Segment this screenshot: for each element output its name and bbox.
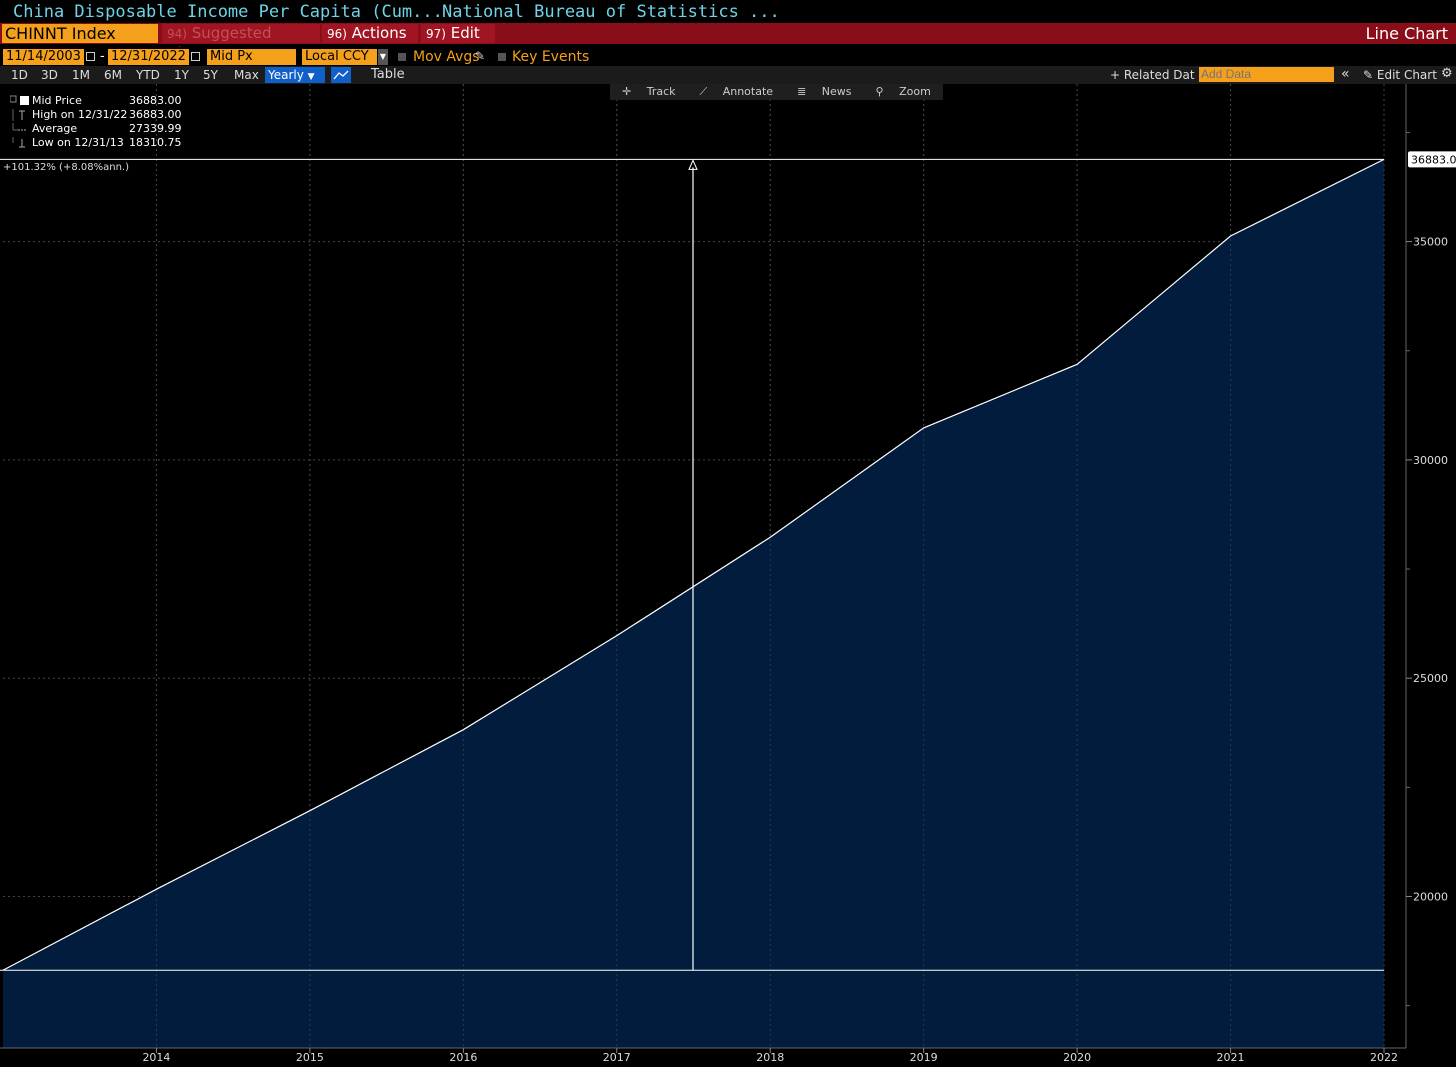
legend-avg-value: 27339.99 xyxy=(129,122,182,135)
range-6m[interactable]: 6M xyxy=(104,68,122,82)
annotate-tool[interactable]: ⟋ Annotate xyxy=(688,84,786,100)
parameters-bar: 11/14/2003 - 12/31/2022 Mid Px Local CCY… xyxy=(0,47,1456,66)
annotate-icon: ⟋ xyxy=(699,85,708,98)
actions-number: 96) xyxy=(327,27,347,41)
chart-type-label[interactable]: Line Chart xyxy=(1365,24,1448,43)
edit-number: 97) xyxy=(426,27,446,41)
suggested-charts-number: 94) xyxy=(167,27,187,41)
mov-avgs-checkbox[interactable] xyxy=(398,53,406,61)
x-tick-label: 2019 xyxy=(910,1051,938,1064)
x-tick-label: 2014 xyxy=(142,1051,170,1064)
legend-mid-label: Mid Price xyxy=(32,94,82,107)
x-tick-label: 2016 xyxy=(449,1051,477,1064)
double-chevron-left-icon[interactable]: « xyxy=(1341,66,1350,82)
range-1m[interactable]: 1M xyxy=(72,68,90,82)
calendar-icon[interactable] xyxy=(86,52,95,61)
actions-button[interactable]: 96) Actions ▼ xyxy=(322,24,418,61)
y-tick-label: 20000 xyxy=(1413,891,1448,904)
income-area-chart[interactable]: 20000 25000 30000 35000 36883.00 2014 2015 2016… xyxy=(0,84,1456,1067)
range-1d[interactable]: 1D xyxy=(11,68,28,82)
track-tool[interactable]: ✛ Track xyxy=(610,84,688,100)
pencil-icon: ✎ xyxy=(1363,68,1374,82)
low-marker-icon xyxy=(10,137,30,149)
x-tick-label: 2018 xyxy=(756,1051,784,1064)
add-data-input[interactable] xyxy=(1199,67,1334,82)
gear-icon[interactable]: ⚙ xyxy=(1441,66,1453,81)
range-ytd[interactable]: YTD xyxy=(136,68,160,82)
legend-avg-label: Average xyxy=(32,122,78,135)
magnifier-icon: ⚲ xyxy=(875,85,884,98)
x-tick-label: 2017 xyxy=(603,1051,631,1064)
y-tick-label: 25000 xyxy=(1413,672,1448,685)
edit-button[interactable]: 97) Edit ▼ xyxy=(421,24,495,61)
range-1y[interactable]: 1Y xyxy=(174,68,189,82)
chart-tools: ✛ Track ⟋ Annotate ≣ News ⚲ Zoom xyxy=(610,84,943,100)
source-title: National Bureau of Statistics ... xyxy=(442,2,780,22)
table-button[interactable]: Table xyxy=(371,67,405,82)
edit-chart-button[interactable]: ✎ Edit Chart xyxy=(1363,67,1437,83)
key-events-label[interactable]: Key Events xyxy=(512,49,590,65)
change-annotation: +101.32% (+8.08%ann.) xyxy=(3,162,129,173)
legend-mid-value: 36883.00 xyxy=(129,94,182,107)
change-arrow-head xyxy=(688,159,698,170)
series-line xyxy=(2,158,1385,971)
period-select[interactable]: Yearly ▼ xyxy=(265,67,325,83)
date-separator: - xyxy=(100,49,105,64)
title-bar: China Disposable Income Per Capita (Cum.… xyxy=(0,0,1456,23)
news-icon: ≣ xyxy=(797,85,807,98)
legend-low-label: Low on 12/31/13 xyxy=(32,136,124,149)
news-tool[interactable]: ≣ News xyxy=(785,84,863,100)
range-5y[interactable]: 5Y xyxy=(203,68,218,82)
mov-avgs-label[interactable]: Mov Avgs xyxy=(413,49,480,65)
period-label: Yearly xyxy=(268,68,304,82)
x-tick-label: 2020 xyxy=(1063,1051,1091,1064)
dropdown-arrow-icon[interactable]: ▼ xyxy=(378,49,388,65)
last-value-label: 36883.00 xyxy=(1411,153,1456,166)
legend-high-label: High on 12/31/22 xyxy=(32,108,128,121)
average-marker-icon xyxy=(10,123,30,135)
actions-label: Actions xyxy=(351,24,407,42)
x-tick-label: 2015 xyxy=(296,1051,324,1064)
high-marker-icon xyxy=(10,109,30,121)
legend-swatch-icon xyxy=(9,95,30,107)
ticker-field[interactable]: CHINNT Index xyxy=(2,24,158,43)
end-date-field[interactable]: 12/31/2022 xyxy=(108,49,189,65)
key-events-checkbox[interactable] xyxy=(498,53,506,61)
range-bar: 1D 3D 1M 6M YTD 1Y 5Y Max Yearly ▼ Table… xyxy=(0,66,1456,84)
y-tick-label: 30000 xyxy=(1413,454,1448,467)
edit-chart-label: Edit Chart xyxy=(1376,68,1437,82)
zoom-label: Zoom xyxy=(899,85,931,98)
x-tick-label: 2022 xyxy=(1370,1051,1398,1064)
line-chart-icon[interactable] xyxy=(331,67,351,83)
legend-low-value: 18310.75 xyxy=(129,136,182,149)
y-tick-label: 35000 xyxy=(1413,236,1448,249)
track-label: Track xyxy=(646,85,676,98)
legend-high-value: 36883.00 xyxy=(129,108,182,121)
range-max[interactable]: Max xyxy=(234,68,259,82)
edit-label: Edit xyxy=(450,24,480,42)
pencil-icon[interactable]: ✎ xyxy=(475,49,486,63)
last-value-box xyxy=(1408,151,1456,168)
annotate-label: Annotate xyxy=(722,85,774,98)
news-label: News xyxy=(821,85,852,98)
crosshair-icon: ✛ xyxy=(622,85,632,98)
zoom-tool[interactable]: ⚲ Zoom xyxy=(864,84,943,100)
related-data-button[interactable]: + Related Dat xyxy=(1110,68,1195,82)
range-3d[interactable]: 3D xyxy=(41,68,58,82)
currency-select[interactable]: Local CCY xyxy=(302,49,377,65)
caret-down-icon: ▼ xyxy=(307,72,315,82)
command-bar: CHINNT Index 94) Suggested Charts 96) Ac… xyxy=(0,23,1456,62)
calendar-icon[interactable] xyxy=(191,52,200,61)
x-tick-label: 2021 xyxy=(1217,1051,1245,1064)
start-date-field[interactable]: 11/14/2003 xyxy=(3,49,84,65)
suggested-charts-button[interactable]: 94) Suggested Charts xyxy=(162,24,320,62)
security-title: China Disposable Income Per Capita (Cum.… xyxy=(13,2,443,22)
field-select[interactable]: Mid Px xyxy=(207,49,296,65)
